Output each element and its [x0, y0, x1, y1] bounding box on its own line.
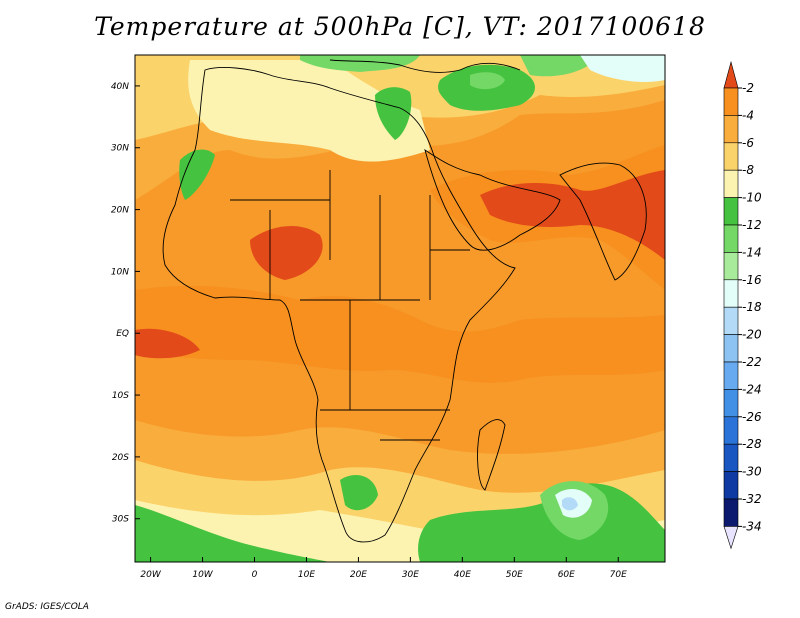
map-title: Temperature at 500hPa [C], VT: 201710061…	[94, 12, 706, 41]
colorbar-label: -24	[742, 382, 762, 396]
grads-credit: GrADS: IGES/COLA	[5, 602, 89, 612]
colorbar-swatch	[723, 334, 739, 363]
colorbar-swatch	[723, 252, 739, 281]
colorbar-bottom-arrow	[723, 526, 739, 550]
lat-tick-label: 40N	[111, 82, 129, 92]
longitude-axis: 20W 10W 0 10E 20E 30E 40E 50E 60E 70E	[140, 557, 627, 580]
colorbar-swatch	[723, 471, 739, 500]
temperature-field	[135, 55, 665, 562]
colorbar-swatch	[723, 279, 739, 308]
colorbar-label: -20	[742, 328, 762, 342]
lon-tick-label: 10E	[298, 570, 315, 580]
colorbar-label: -12	[742, 218, 762, 232]
colorbar-swatch	[723, 416, 739, 445]
lat-tick-label: 30N	[111, 144, 129, 154]
colorbar-swatch	[723, 142, 739, 171]
colorbar-label: -8	[742, 163, 754, 177]
lon-tick-label: 20E	[350, 570, 367, 580]
colorbar-swatch	[723, 224, 739, 253]
lon-tick-label: 30E	[402, 570, 419, 580]
colorbar-swatch	[723, 115, 739, 144]
lon-tick-label: 50E	[506, 570, 523, 580]
lat-tick-label: 10N	[111, 267, 129, 277]
colorbar-label: -22	[742, 355, 762, 369]
lat-tick-label: 30S	[112, 515, 129, 525]
colorbar-label: -32	[742, 492, 762, 506]
colorbar-top-arrow	[723, 60, 739, 89]
plot-frame	[134, 54, 666, 563]
colorbar-swatch	[723, 361, 739, 390]
colorbar-label: -2	[742, 81, 754, 95]
colorbar-label: -16	[742, 273, 762, 287]
colorbar: -2 -4 -6 -8 -10 -12 -14 -16 -18 -20 -22 -24 -26 -28 -3…	[723, 60, 762, 550]
lon-tick-label: 0	[252, 570, 258, 580]
colorbar-label: -26	[742, 410, 762, 424]
colorbar-swatch	[723, 87, 739, 116]
lat-tick-label: EQ	[116, 329, 129, 339]
lat-tick-label: 20S	[112, 453, 129, 463]
lon-tick-label: 20W	[140, 570, 161, 580]
lon-tick-label: 40E	[454, 570, 471, 580]
colorbar-label: -10	[742, 191, 762, 205]
lon-tick-label: 70E	[610, 570, 627, 580]
colorbar-label: -28	[742, 437, 762, 451]
lon-tick-label: 60E	[558, 570, 575, 580]
colorbar-swatch	[723, 197, 739, 226]
colorbar-swatch	[723, 389, 739, 418]
colorbar-swatch	[723, 443, 739, 472]
colorbar-label: -34	[742, 519, 762, 533]
coastlines	[162, 59, 647, 543]
colorbar-swatch	[723, 169, 739, 198]
colorbar-swatch	[723, 306, 739, 335]
latitude-axis: 40N 30N 20N 10N EQ 10S 20S 30S	[111, 82, 140, 525]
lon-tick-label: 10W	[192, 570, 213, 580]
colorbar-swatch	[723, 498, 739, 527]
lat-tick-label: 20N	[111, 206, 129, 216]
colorbar-label: -14	[742, 245, 762, 259]
colorbar-label: -18	[742, 300, 762, 314]
colorbar-label: -4	[742, 108, 754, 122]
colorbar-label: -30	[742, 465, 762, 479]
lat-tick-label: 10S	[112, 391, 129, 401]
colorbar-label: -6	[742, 136, 754, 150]
